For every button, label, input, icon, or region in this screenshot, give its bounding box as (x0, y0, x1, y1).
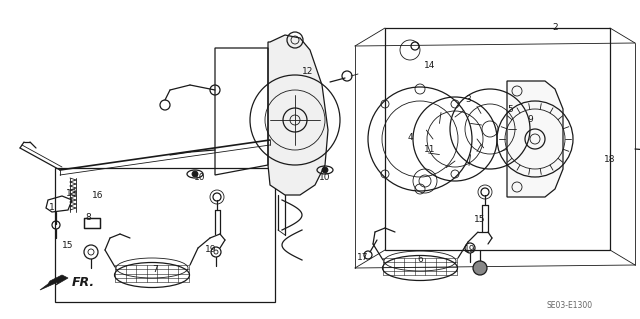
Text: 6: 6 (417, 256, 423, 264)
Circle shape (322, 167, 328, 173)
Text: 9: 9 (527, 115, 533, 124)
Text: 11: 11 (424, 145, 436, 154)
Text: SE03-E1300: SE03-E1300 (547, 300, 593, 309)
Text: 12: 12 (302, 68, 314, 77)
Polygon shape (507, 81, 563, 197)
Polygon shape (40, 275, 68, 290)
Bar (385, 28, 610, 250)
Text: 18: 18 (604, 155, 616, 165)
Text: 15: 15 (474, 216, 486, 225)
Text: 13: 13 (67, 189, 77, 197)
Text: 17: 17 (357, 254, 369, 263)
Text: 5: 5 (507, 106, 513, 115)
Text: 4: 4 (407, 133, 413, 143)
Text: 14: 14 (424, 61, 436, 70)
Text: 19: 19 (464, 246, 476, 255)
Bar (55, 168, 275, 302)
Text: 19: 19 (205, 246, 217, 255)
Text: FR.: FR. (72, 276, 95, 288)
Text: 15: 15 (62, 241, 74, 249)
Text: 3: 3 (465, 95, 471, 105)
Polygon shape (268, 35, 328, 195)
Text: 1: 1 (49, 204, 55, 212)
Text: 7: 7 (152, 265, 158, 275)
Text: 10: 10 (319, 173, 331, 182)
Circle shape (473, 261, 487, 275)
Text: 8: 8 (85, 213, 91, 222)
Text: 2: 2 (552, 24, 558, 33)
Circle shape (192, 171, 198, 177)
Text: 16: 16 (92, 190, 104, 199)
Text: 10: 10 (195, 173, 205, 182)
